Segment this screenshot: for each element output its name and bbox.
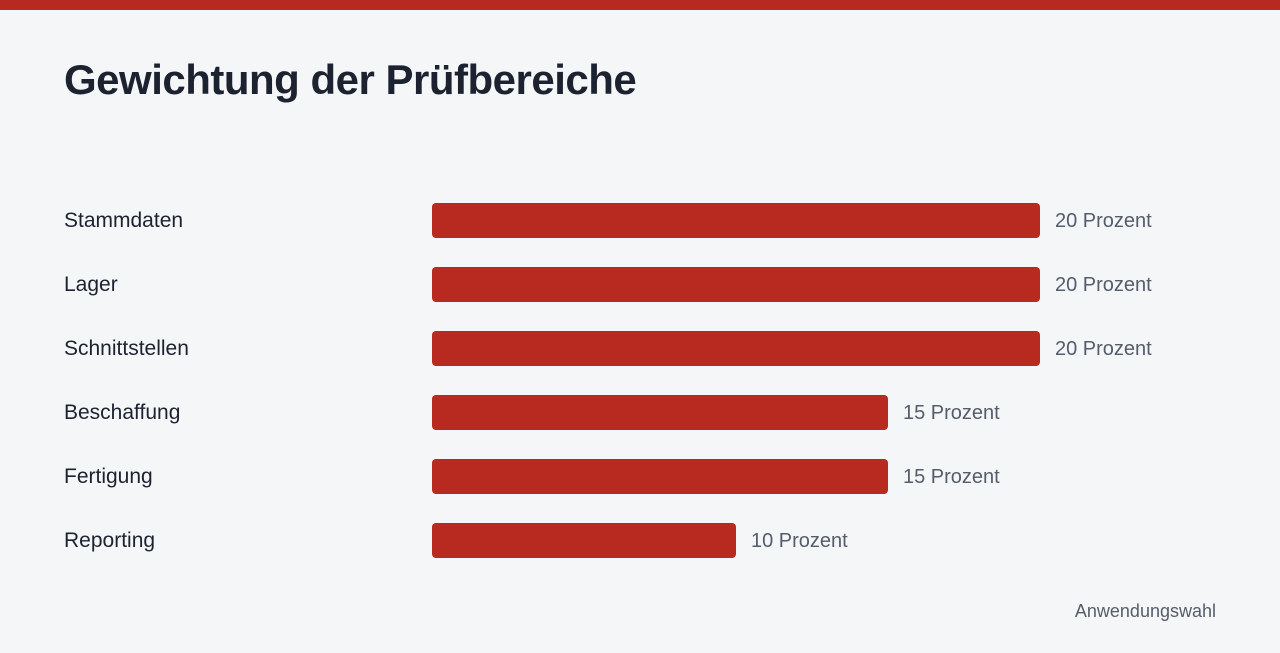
value-label: 10 Prozent	[751, 530, 848, 552]
value-label: 15 Prozent	[903, 402, 1000, 424]
value-label: 15 Prozent	[903, 466, 1000, 488]
value-label: 20 Prozent	[1055, 274, 1152, 296]
value-label: 20 Prozent	[1055, 210, 1152, 232]
source-note: Anwendungswahl	[1074, 601, 1216, 621]
bar	[432, 523, 736, 558]
category-label: Stammdaten	[64, 209, 184, 232]
bar	[432, 395, 888, 430]
value-label: 20 Prozent	[1055, 338, 1152, 360]
category-label: Reporting	[64, 529, 156, 552]
top-accent-bar	[0, 0, 1280, 10]
category-label: Beschaffung	[64, 401, 181, 424]
bar	[432, 331, 1040, 366]
page-title: Gewichtung der Prüfbereiche	[64, 56, 637, 103]
bar	[432, 459, 888, 494]
bar	[432, 267, 1040, 302]
category-label: Fertigung	[64, 465, 153, 488]
bar	[432, 203, 1040, 238]
category-label: Lager	[64, 273, 118, 296]
category-label: Schnittstellen	[64, 337, 189, 360]
